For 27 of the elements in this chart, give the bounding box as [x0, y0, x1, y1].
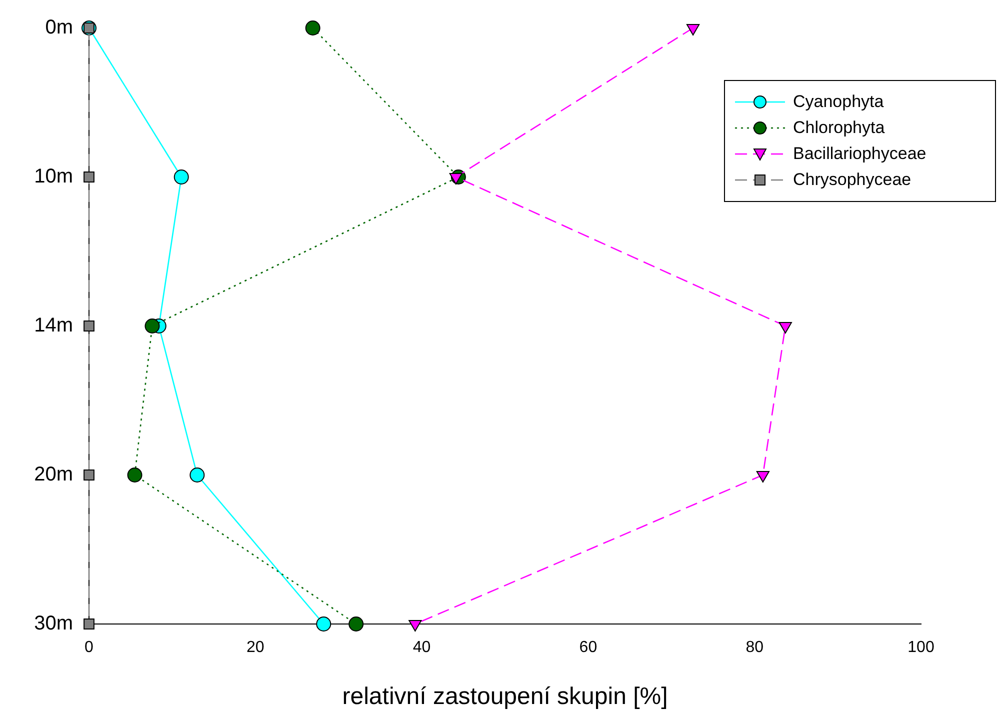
x-tick-label: 0: [84, 639, 94, 656]
x-tick-label: 100: [908, 639, 934, 656]
y-tick-label: 10m: [34, 166, 73, 188]
legend-label: Bacillariophyceae: [793, 144, 926, 164]
point: [127, 468, 142, 482]
point: [305, 20, 320, 36]
point: [84, 618, 94, 630]
y-tick-label: 0m: [45, 16, 73, 39]
point: [144, 318, 160, 334]
point: [84, 320, 94, 332]
point: [84, 172, 94, 182]
point: [84, 470, 94, 480]
point: [316, 616, 332, 632]
x-tick-label: 20: [246, 639, 264, 656]
y-tick-label: 30m: [34, 612, 73, 635]
point: [190, 468, 205, 482]
x-tick-label: 80: [746, 639, 764, 656]
y-tick-label: 14m: [34, 314, 73, 337]
x-tick-label: 40: [412, 639, 431, 656]
y-tick-label: 20m: [34, 464, 73, 486]
x-axis-title: relativní zastoupení skupin [%]: [342, 683, 668, 710]
legend-label: Chlorophyta: [793, 118, 885, 138]
x-tick-label: 60: [579, 639, 598, 656]
legend-label: Chrysophyceae: [793, 170, 912, 190]
legend-label: Cyanophyta: [793, 92, 884, 112]
point: [174, 170, 189, 184]
point: [348, 616, 364, 632]
